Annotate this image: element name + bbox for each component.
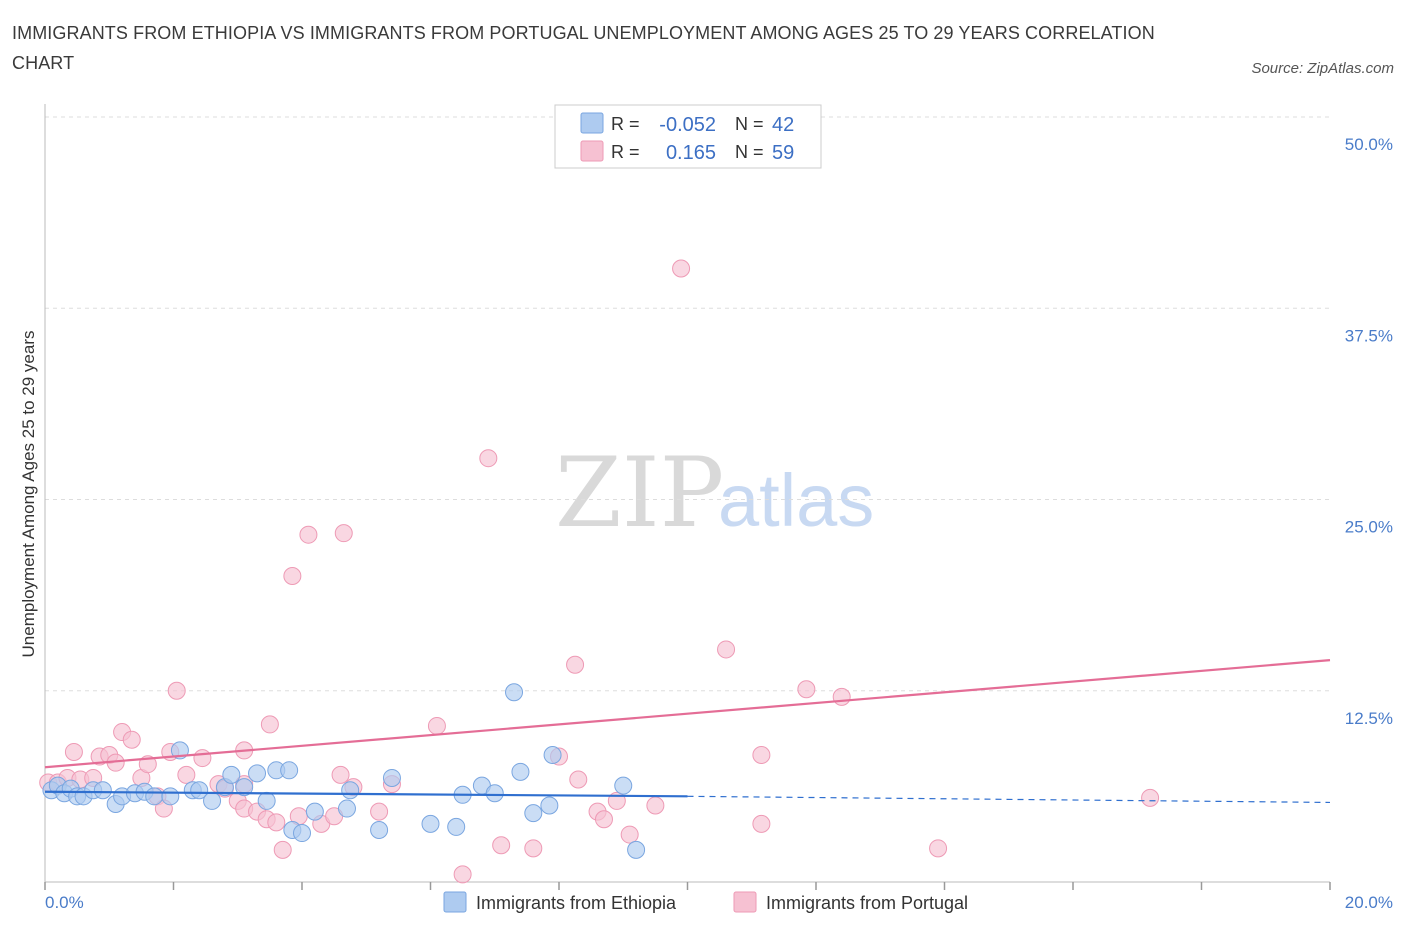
y-tick-label: 25.0% xyxy=(1345,518,1393,537)
ethiopia-point xyxy=(145,787,164,806)
watermark-atlas: atlas xyxy=(718,459,874,542)
ethiopia-trend-extension xyxy=(687,795,1331,804)
ethiopia-point xyxy=(341,781,360,800)
portugal-point xyxy=(569,770,588,789)
portugal-point xyxy=(717,640,736,659)
ethiopia-trend-line xyxy=(44,790,688,798)
ethiopia-point xyxy=(280,761,299,780)
portugal-point xyxy=(479,449,498,468)
ethiopia-point xyxy=(543,746,562,765)
ethiopia-point xyxy=(203,791,222,810)
ethiopia-point xyxy=(505,683,524,702)
ethiopia-r-value: -0.052 xyxy=(659,114,716,136)
ethiopia-point xyxy=(447,817,466,836)
portugal-point xyxy=(492,836,511,855)
source-credit: Source: ZipAtlas.com xyxy=(1251,60,1394,77)
bottom-legend-portugal-label: Immigrants from Portugal xyxy=(766,893,968,913)
portugal-point xyxy=(594,810,613,829)
portugal-point xyxy=(334,524,353,543)
portugal-point xyxy=(646,796,665,815)
portugal-point xyxy=(283,567,302,585)
y-tick-label: 12.5% xyxy=(1345,709,1393,728)
portugal-point xyxy=(193,749,212,768)
ethiopia-point xyxy=(337,799,356,818)
portugal-point xyxy=(299,525,318,544)
y-axis-label: Unemployment Among Ages 25 to 29 years xyxy=(19,331,38,658)
portugal-point xyxy=(752,814,771,833)
ethiopia-point xyxy=(93,781,112,800)
chart-title: IMMIGRANTS FROM ETHIOPIA VS IMMIGRANTS F… xyxy=(12,23,1155,73)
ethiopia-point xyxy=(293,824,311,843)
portugal-point xyxy=(1141,788,1160,807)
ethiopia-point xyxy=(524,804,543,823)
portugal-r-label: R = xyxy=(611,142,640,162)
portugal-point xyxy=(167,681,186,700)
y-tick-label: 37.5% xyxy=(1345,326,1393,345)
portugal-r-value: 0.165 xyxy=(666,142,716,164)
ethiopia-points xyxy=(42,683,646,859)
ethiopia-point xyxy=(222,765,241,784)
ethiopia-point xyxy=(190,781,209,800)
ethiopia-point xyxy=(614,776,633,795)
portugal-point xyxy=(370,802,389,821)
y-tick-label: 50.0% xyxy=(1345,135,1393,154)
bottom-legend-ethiopia-label: Immigrants from Ethiopia xyxy=(476,893,677,913)
ethiopia-point xyxy=(235,778,254,797)
ethiopia-n-label: N = xyxy=(735,114,764,134)
ethiopia-point xyxy=(161,787,180,806)
portugal-point xyxy=(273,840,292,859)
portugal-legend-swatch xyxy=(580,140,604,162)
portugal-point xyxy=(122,730,141,749)
portugal-point xyxy=(267,813,286,832)
bottom-legend-portugal-swatch xyxy=(733,891,757,913)
ethiopia-r-label: R = xyxy=(611,114,640,134)
ethiopia-n-value: 42 xyxy=(772,114,794,136)
x-tick-label-max: 20.0% xyxy=(1345,893,1393,912)
portugal-point xyxy=(427,716,446,735)
portugal-trend-line xyxy=(44,659,1331,769)
ethiopia-point xyxy=(305,802,324,821)
trend-lines xyxy=(44,659,1331,804)
portugal-point xyxy=(453,865,472,884)
ethiopia-point xyxy=(370,820,389,839)
ethiopia-point xyxy=(627,840,646,859)
portugal-point xyxy=(620,825,639,844)
portugal-point xyxy=(260,715,279,734)
portugal-point xyxy=(929,839,948,858)
ethiopia-point xyxy=(382,768,401,787)
portugal-point xyxy=(672,259,691,278)
portugal-n-label: N = xyxy=(735,142,764,162)
y-tick-labels: 12.5% 25.0% 37.5% 50.0% xyxy=(1345,135,1393,728)
watermark-zip: ZIP xyxy=(555,437,724,549)
portugal-point xyxy=(64,742,83,761)
ethiopia-point xyxy=(540,796,559,815)
ethiopia-point xyxy=(511,762,530,781)
grid-lines xyxy=(45,116,1330,692)
x-ticks xyxy=(44,882,1331,890)
x-tick-label-min: 0.0% xyxy=(45,893,84,912)
portugal-point xyxy=(566,655,585,674)
ethiopia-point xyxy=(257,791,276,810)
portugal-n-value: 59 xyxy=(772,142,794,164)
ethiopia-point xyxy=(421,814,440,833)
stats-legend: R = -0.052 N = 42 R = 0.165 N = 59 xyxy=(554,104,822,169)
portugal-point xyxy=(752,746,771,765)
bottom-legend-ethiopia-swatch xyxy=(443,891,467,913)
portugal-point xyxy=(832,687,851,706)
ethiopia-point xyxy=(248,764,267,783)
portugal-point xyxy=(797,680,816,699)
ethiopia-legend-swatch xyxy=(580,112,604,134)
portugal-point xyxy=(524,839,543,858)
ethiopia-point xyxy=(485,784,504,803)
series-legend: Immigrants from Ethiopia Immigrants from… xyxy=(443,891,968,913)
portugal-point xyxy=(177,765,196,784)
portugal-point xyxy=(331,765,350,784)
